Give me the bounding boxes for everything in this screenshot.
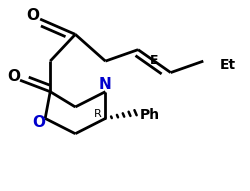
- Text: E: E: [150, 54, 158, 67]
- Text: R: R: [94, 109, 101, 119]
- Text: N: N: [99, 78, 111, 92]
- Text: O: O: [32, 115, 45, 130]
- Text: O: O: [26, 8, 39, 23]
- Text: Ph: Ph: [139, 108, 159, 122]
- Text: Et: Et: [219, 58, 235, 72]
- Text: O: O: [7, 69, 20, 84]
